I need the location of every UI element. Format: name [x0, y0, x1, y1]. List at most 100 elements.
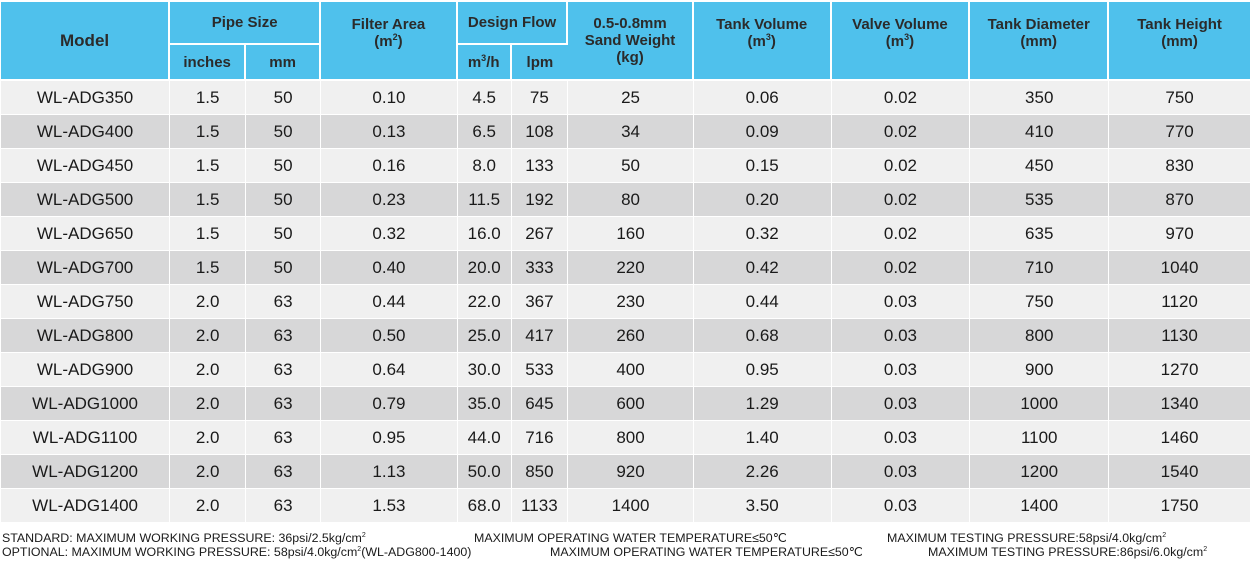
cell-tank-diameter: 1000: [970, 387, 1110, 421]
cell-valve-volume: 0.03: [831, 285, 971, 319]
header-pipe-size-label: Pipe Size: [211, 14, 278, 31]
cell-model: WL-ADG1100: [1, 421, 171, 455]
cell-pipe-mm: 50: [246, 183, 322, 217]
cell-filter-area: 0.64: [321, 353, 458, 387]
note-standard-pressure: STANDARD: MAXIMUM WORKING PRESSURE: 36ps…: [2, 531, 366, 545]
cell-pipe-inches: 2.0: [170, 285, 247, 319]
cell-flow-lpm: 716: [511, 421, 569, 455]
cell-tank-diameter: 635: [970, 217, 1110, 251]
cell-filter-area: 0.79: [321, 387, 458, 421]
cell-tank-volume: 3.50: [693, 489, 832, 523]
cell-flow-lpm: 645: [511, 387, 569, 421]
header-valve-volume-label: Valve Volume: [852, 16, 948, 33]
cell-tank-height: 1340: [1109, 387, 1250, 421]
cell-tank-volume: 0.20: [693, 183, 832, 217]
header-sand-line2: Sand Weight: [584, 32, 676, 49]
cell-filter-area: 0.16: [321, 149, 458, 183]
header-pipe-size: Pipe Size: [170, 2, 322, 45]
cell-pipe-inches: 1.5: [170, 115, 247, 149]
table-header: Model Pipe Size Filter Area (m2) Design …: [1, 2, 1250, 81]
table-row: WL-ADG650 1.5 50 0.32 16.0 267 160 0.32 0.02 635 9…: [1, 217, 1250, 251]
cell-pipe-inches: 1.5: [170, 149, 247, 183]
cell-tank-volume: 0.42: [693, 251, 832, 285]
cell-model: WL-ADG700: [1, 251, 171, 285]
cell-tank-height: 1540: [1109, 455, 1250, 489]
cell-model: WL-ADG450: [1, 149, 171, 183]
cell-valve-volume: 0.03: [831, 421, 971, 455]
cell-filter-area: 1.53: [321, 489, 458, 523]
table-row: WL-ADG350 1.5 50 0.10 4.5 75 25 0.06 0.02 350 750: [1, 81, 1250, 115]
cell-filter-area: 0.10: [321, 81, 458, 115]
cell-tank-volume: 0.32: [693, 217, 832, 251]
cell-tank-volume: 0.68: [693, 319, 832, 353]
cell-tank-height: 1130: [1109, 319, 1250, 353]
cell-pipe-mm: 63: [246, 455, 322, 489]
header-flow-m3h: m3/h: [457, 45, 512, 81]
cell-sand-weight: 1400: [568, 489, 694, 523]
cell-flow-lpm: 192: [511, 183, 569, 217]
cell-flow-lpm: 1133: [511, 489, 569, 523]
cell-sand-weight: 230: [568, 285, 694, 319]
cell-flow-m3h: 16.0: [457, 217, 512, 251]
cell-sand-weight: 600: [568, 387, 694, 421]
table-row: WL-ADG450 1.5 50 0.16 8.0 133 50 0.15 0.02 450 830: [1, 149, 1250, 183]
cell-model: WL-ADG800: [1, 319, 171, 353]
cell-tank-height: 870: [1109, 183, 1250, 217]
cell-sand-weight: 800: [568, 421, 694, 455]
header-flow-lpm: lpm: [511, 45, 569, 81]
note-optional-temp: MAXIMUM OPERATING WATER TEMPERATURE≤50℃: [550, 545, 863, 559]
cell-sand-weight: 400: [568, 353, 694, 387]
cell-flow-m3h: 6.5: [457, 115, 512, 149]
cell-pipe-mm: 63: [246, 489, 322, 523]
cell-tank-diameter: 750: [970, 285, 1110, 319]
cell-pipe-mm: 63: [246, 285, 322, 319]
cell-flow-lpm: 533: [511, 353, 569, 387]
cell-flow-lpm: 333: [511, 251, 569, 285]
note-optional: OPTIONAL: MAXIMUM WORKING PRESSURE: 58ps…: [2, 545, 1251, 559]
header-sand-line3: (kg): [616, 49, 644, 66]
table-row: WL-ADG1400 2.0 63 1.53 68.0 1133 1400 3.50 0.03 1…: [1, 489, 1250, 523]
cell-filter-area: 0.32: [321, 217, 458, 251]
cell-filter-area: 0.23: [321, 183, 458, 217]
cell-flow-m3h: 25.0: [457, 319, 512, 353]
cell-valve-volume: 0.02: [831, 183, 971, 217]
note-standard: STANDARD: MAXIMUM WORKING PRESSURE: 36ps…: [2, 531, 1251, 545]
cell-valve-volume: 0.03: [831, 387, 971, 421]
cell-model: WL-ADG350: [1, 81, 171, 115]
cell-tank-diameter: 350: [970, 81, 1110, 115]
header-design-flow: Design Flow: [457, 2, 569, 45]
cell-flow-lpm: 367: [511, 285, 569, 319]
note-optional-test: MAXIMUM TESTING PRESSURE:86psi/6.0kg/cm2: [928, 545, 1208, 559]
cell-flow-m3h: 11.5: [457, 183, 512, 217]
header-valve-volume-unit: (m3): [885, 32, 915, 51]
header-tank-volume-unit: (m3): [747, 32, 776, 51]
cell-pipe-inches: 1.5: [170, 183, 247, 217]
cell-valve-volume: 0.02: [831, 251, 971, 285]
cell-model: WL-ADG1400: [1, 489, 171, 523]
cell-tank-diameter: 800: [970, 319, 1110, 353]
cell-valve-volume: 0.02: [831, 217, 971, 251]
cell-tank-diameter: 1100: [970, 421, 1110, 455]
table-row: WL-ADG1100 2.0 63 0.95 44.0 716 800 1.40 0.03 110…: [1, 421, 1250, 455]
header-sand-line1: 0.5-0.8mm: [593, 15, 667, 32]
cell-model: WL-ADG1200: [1, 455, 171, 489]
table-body: WL-ADG350 1.5 50 0.10 4.5 75 25 0.06 0.02 350 750 W…: [1, 81, 1250, 523]
cell-tank-diameter: 710: [970, 251, 1110, 285]
table-row: WL-ADG1200 2.0 63 1.13 50.0 850 920 2.26 0.03 120…: [1, 455, 1250, 489]
cell-valve-volume: 0.02: [831, 149, 971, 183]
cell-pipe-mm: 50: [246, 149, 322, 183]
cell-valve-volume: 0.03: [831, 353, 971, 387]
header-filter-area: Filter Area (m2): [321, 2, 458, 81]
cell-tank-diameter: 900: [970, 353, 1110, 387]
cell-tank-height: 1270: [1109, 353, 1250, 387]
cell-pipe-inches: 1.5: [170, 251, 247, 285]
cell-sand-weight: 260: [568, 319, 694, 353]
header-tank-diameter-unit: (mm): [1020, 33, 1058, 50]
cell-flow-m3h: 44.0: [457, 421, 512, 455]
cell-flow-lpm: 133: [511, 149, 569, 183]
cell-pipe-mm: 63: [246, 319, 322, 353]
cell-filter-area: 0.40: [321, 251, 458, 285]
cell-tank-volume: 1.40: [693, 421, 832, 455]
cell-tank-diameter: 450: [970, 149, 1110, 183]
cell-tank-height: 1040: [1109, 251, 1250, 285]
